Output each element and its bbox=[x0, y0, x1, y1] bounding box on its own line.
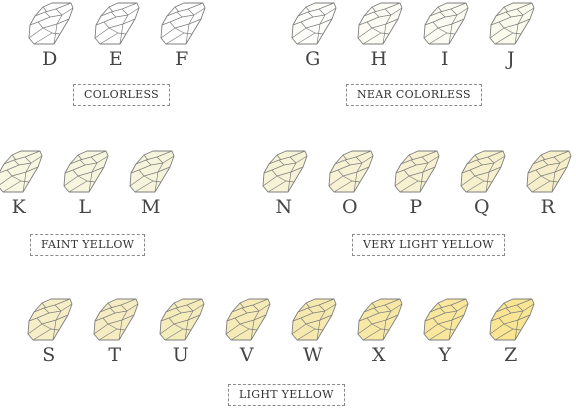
category-label-colorless: COLORLESS bbox=[73, 84, 170, 106]
diamond-icon bbox=[94, 2, 140, 45]
grade-letter: I bbox=[440, 48, 449, 70]
diamond-icon bbox=[291, 2, 337, 45]
grade-x: X bbox=[355, 298, 403, 376]
diamond-icon bbox=[93, 298, 139, 341]
grade-letter: K bbox=[11, 196, 27, 218]
diamond-icon bbox=[526, 150, 572, 193]
diamond-icon bbox=[225, 298, 271, 341]
grade-letter: H bbox=[370, 48, 388, 70]
grade-h: H bbox=[355, 2, 403, 80]
grade-letter: Y bbox=[438, 344, 452, 366]
grade-letter: F bbox=[175, 48, 189, 70]
grade-r: R bbox=[524, 150, 572, 228]
grade-letter: S bbox=[42, 344, 56, 366]
diamond-icon bbox=[357, 2, 403, 45]
diamond-icon bbox=[423, 298, 469, 341]
diamond-icon bbox=[460, 150, 506, 193]
diamond-icon bbox=[159, 298, 205, 341]
diamond-icon bbox=[129, 150, 175, 193]
grade-letter: T bbox=[108, 344, 122, 366]
grade-letter: R bbox=[540, 196, 556, 218]
grade-n: N bbox=[260, 150, 308, 228]
diamond-icon bbox=[262, 150, 308, 193]
diamond-icon bbox=[489, 2, 535, 45]
grade-letter: J bbox=[506, 48, 516, 70]
grade-q: Q bbox=[458, 150, 506, 228]
grade-letter: L bbox=[78, 196, 92, 218]
grade-d: D bbox=[26, 2, 74, 80]
diamond-icon bbox=[28, 2, 74, 45]
grade-v: V bbox=[223, 298, 271, 376]
grade-letter: E bbox=[108, 48, 124, 70]
diamond-icon bbox=[63, 150, 109, 193]
diamond-icon bbox=[394, 150, 440, 193]
grade-t: T bbox=[91, 298, 139, 376]
grade-z: Z bbox=[487, 298, 535, 376]
grade-p: P bbox=[392, 150, 440, 228]
grade-letter: U bbox=[172, 344, 190, 366]
diamond-icon bbox=[0, 150, 43, 193]
grade-g: G bbox=[289, 2, 337, 80]
diamond-icon bbox=[357, 298, 403, 341]
grade-letter: W bbox=[302, 344, 324, 366]
diamond-icon bbox=[423, 2, 469, 45]
diamond-icon bbox=[160, 2, 206, 45]
category-label-light-yellow: LIGHT YELLOW bbox=[228, 384, 345, 406]
category-label-very-light-yellow: VERY LIGHT YELLOW bbox=[352, 234, 505, 256]
grade-letter: P bbox=[409, 196, 423, 218]
grade-letter: V bbox=[239, 344, 255, 366]
category-label-near-colorless: NEAR COLORLESS bbox=[346, 84, 482, 106]
grade-letter: O bbox=[341, 196, 359, 218]
grade-j: J bbox=[487, 2, 535, 80]
grade-letter: X bbox=[371, 344, 387, 366]
category-label-faint-yellow: FAINT YELLOW bbox=[30, 234, 146, 256]
grade-s: S bbox=[25, 298, 73, 376]
grade-m: M bbox=[127, 150, 175, 228]
grade-l: L bbox=[61, 150, 109, 228]
grade-w: W bbox=[289, 298, 337, 376]
diamond-icon bbox=[291, 298, 337, 341]
grade-i: I bbox=[421, 2, 469, 80]
grade-letter: G bbox=[305, 48, 321, 70]
grade-letter: M bbox=[141, 196, 161, 218]
grade-f: F bbox=[158, 2, 206, 80]
diamond-icon bbox=[328, 150, 374, 193]
grade-letter: N bbox=[275, 196, 293, 218]
grade-e: E bbox=[92, 2, 140, 80]
diamond-icon bbox=[27, 298, 73, 341]
grade-y: Y bbox=[421, 298, 469, 376]
grade-u: U bbox=[157, 298, 205, 376]
grade-k: K bbox=[0, 150, 43, 228]
diamond-icon bbox=[489, 298, 535, 341]
grade-o: O bbox=[326, 150, 374, 228]
grade-letter: D bbox=[42, 48, 58, 70]
grade-letter: Q bbox=[473, 196, 491, 218]
grade-letter: Z bbox=[504, 344, 518, 366]
